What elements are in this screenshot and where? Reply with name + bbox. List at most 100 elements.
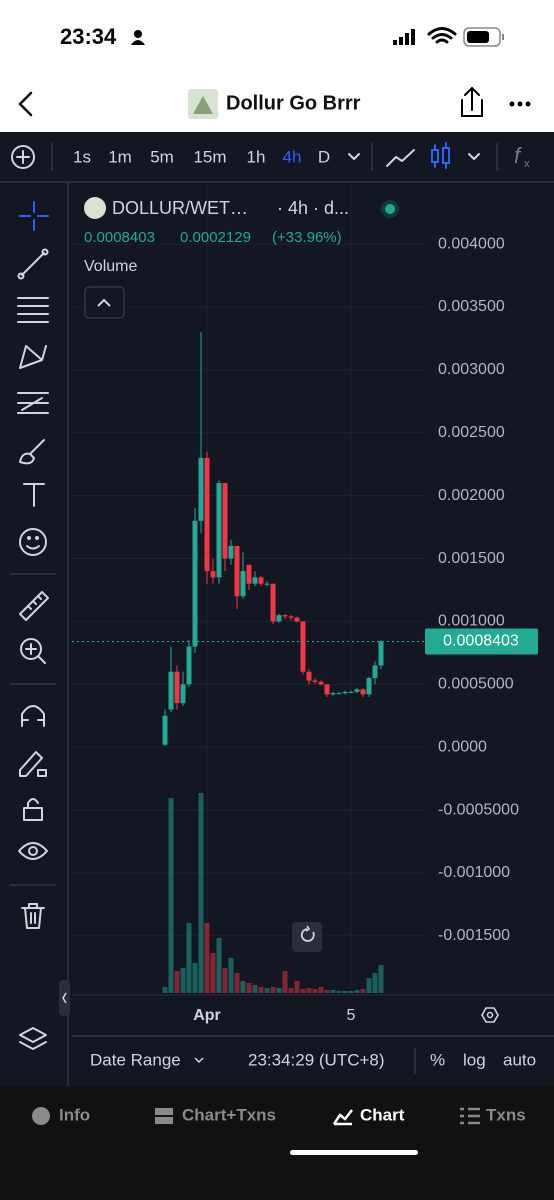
person-icon (131, 30, 145, 45)
candle-body (330, 693, 336, 695)
timeframe-button[interactable]: D (318, 147, 330, 166)
volume-bar (240, 981, 246, 993)
volume-bar (276, 988, 282, 993)
page-title: Dollur Go Brrr (226, 92, 361, 114)
tab-bar (0, 1086, 554, 1200)
y-tick-label: -0.001500 (438, 927, 510, 944)
y-tick-label: 0.004000 (438, 235, 505, 252)
last-price-label: 0.0008403 (443, 633, 519, 650)
delete-tool[interactable] (21, 903, 45, 929)
visibility-tool[interactable] (18, 842, 48, 860)
back-button[interactable] (18, 91, 33, 117)
volume-bar (186, 923, 192, 993)
layers-button[interactable] (19, 1027, 47, 1050)
auto-button[interactable]: auto (503, 1050, 536, 1069)
signal-icon (393, 29, 415, 45)
brush-tool[interactable] (19, 439, 45, 465)
volume-bar (318, 987, 324, 993)
add-indicator-button[interactable] (11, 145, 35, 169)
volume-bar (216, 938, 222, 993)
timeframe-button[interactable]: 1s (73, 147, 91, 166)
candle-body (252, 577, 258, 584)
y-tick-label: 0.002000 (438, 487, 505, 504)
trendline-tool[interactable] (17, 248, 49, 280)
fib-tool[interactable] (17, 297, 49, 323)
volume-bar (174, 971, 180, 993)
candle-body (294, 617, 300, 622)
candle-body (234, 545, 240, 597)
candle-body (324, 684, 330, 695)
timeframes: 1s 1m 5m 15m 1h 4h D (73, 147, 330, 166)
more-button[interactable] (509, 101, 531, 107)
tab-chart-txns[interactable]: Chart+Txns (182, 1105, 276, 1124)
y-tick-label: -0.0005000 (438, 801, 519, 818)
chart-icon (332, 1109, 353, 1126)
volume-bar (198, 793, 204, 993)
lock-drawing-tool[interactable] (19, 751, 47, 777)
x-tick-label: 5 (347, 1007, 356, 1024)
candle-body (312, 680, 318, 682)
share-button[interactable] (461, 86, 483, 117)
legend-close: 0.0008403 (84, 229, 155, 246)
zoom-tool[interactable] (20, 638, 46, 664)
collapse-tab[interactable] (59, 980, 70, 1016)
tab-txns[interactable]: Txns (486, 1105, 526, 1124)
candle-style-button[interactable] (431, 142, 450, 169)
timeframe-button[interactable]: 5m (150, 147, 174, 166)
collapse-legend-button[interactable] (84, 286, 125, 319)
volume-bar (258, 987, 264, 993)
volume-bar (168, 798, 174, 993)
volume-bar (360, 989, 366, 993)
volume-bar (294, 981, 300, 993)
reset-button[interactable] (292, 922, 322, 952)
candle-body (318, 681, 324, 685)
volume-bar (252, 985, 258, 993)
emoji-tool[interactable] (19, 528, 47, 556)
log-button[interactable]: log (463, 1050, 486, 1069)
date-range-button[interactable]: Date Range (90, 1050, 181, 1069)
y-tick-label: 0.001500 (438, 550, 505, 567)
timeframe-button[interactable]: 4h (283, 147, 302, 166)
chevron-up (97, 298, 111, 307)
tool-panel (0, 183, 57, 1086)
timeframe-button[interactable]: 1h (247, 147, 266, 166)
clock: 23:34:29 (UTC+8) (248, 1050, 385, 1069)
crosshair-tool[interactable] (19, 201, 49, 231)
candle-body (276, 615, 282, 622)
style-dropdown[interactable] (468, 153, 480, 160)
txns-icon (460, 1107, 480, 1125)
candle-body (240, 571, 246, 597)
volume-bar (354, 990, 360, 993)
candle-body (372, 665, 378, 679)
axis-settings-button[interactable] (481, 1007, 499, 1023)
text-tool[interactable] (23, 483, 45, 507)
last-price-tag (425, 628, 538, 655)
volume-bar (210, 953, 216, 993)
y-tick-label: 0.003500 (438, 298, 505, 315)
y-tick-label: 0.003000 (438, 361, 505, 378)
tab-info[interactable]: Info (59, 1105, 90, 1124)
volume-bar (180, 968, 186, 993)
timeframe-button[interactable]: 15m (193, 147, 226, 166)
timeframe-button[interactable]: 1m (108, 147, 132, 166)
ruler-tool[interactable] (19, 591, 49, 621)
line-style-button[interactable] (386, 149, 415, 167)
tab-chart[interactable]: Chart (360, 1105, 405, 1124)
prediction-tool[interactable] (17, 392, 49, 414)
timeframe-dropdown[interactable] (348, 153, 360, 160)
volume-bar (300, 989, 306, 993)
magnet-tool[interactable] (21, 705, 45, 727)
candle-body (198, 457, 204, 521)
legend-change: 0.0002129 (180, 229, 251, 246)
candle-body (306, 671, 312, 681)
volume-bar (336, 991, 342, 993)
percent-button[interactable]: % (430, 1050, 445, 1069)
indicators-button[interactable]: f (514, 143, 523, 168)
candle-body (204, 457, 210, 572)
candle-body (348, 691, 354, 693)
reset-icon (300, 925, 315, 942)
unlock-tool[interactable] (23, 798, 43, 821)
pattern-tool[interactable] (19, 345, 47, 369)
symbol-meta: · 4h · d... (277, 198, 349, 218)
y-tick-label: -0.001000 (438, 864, 510, 881)
